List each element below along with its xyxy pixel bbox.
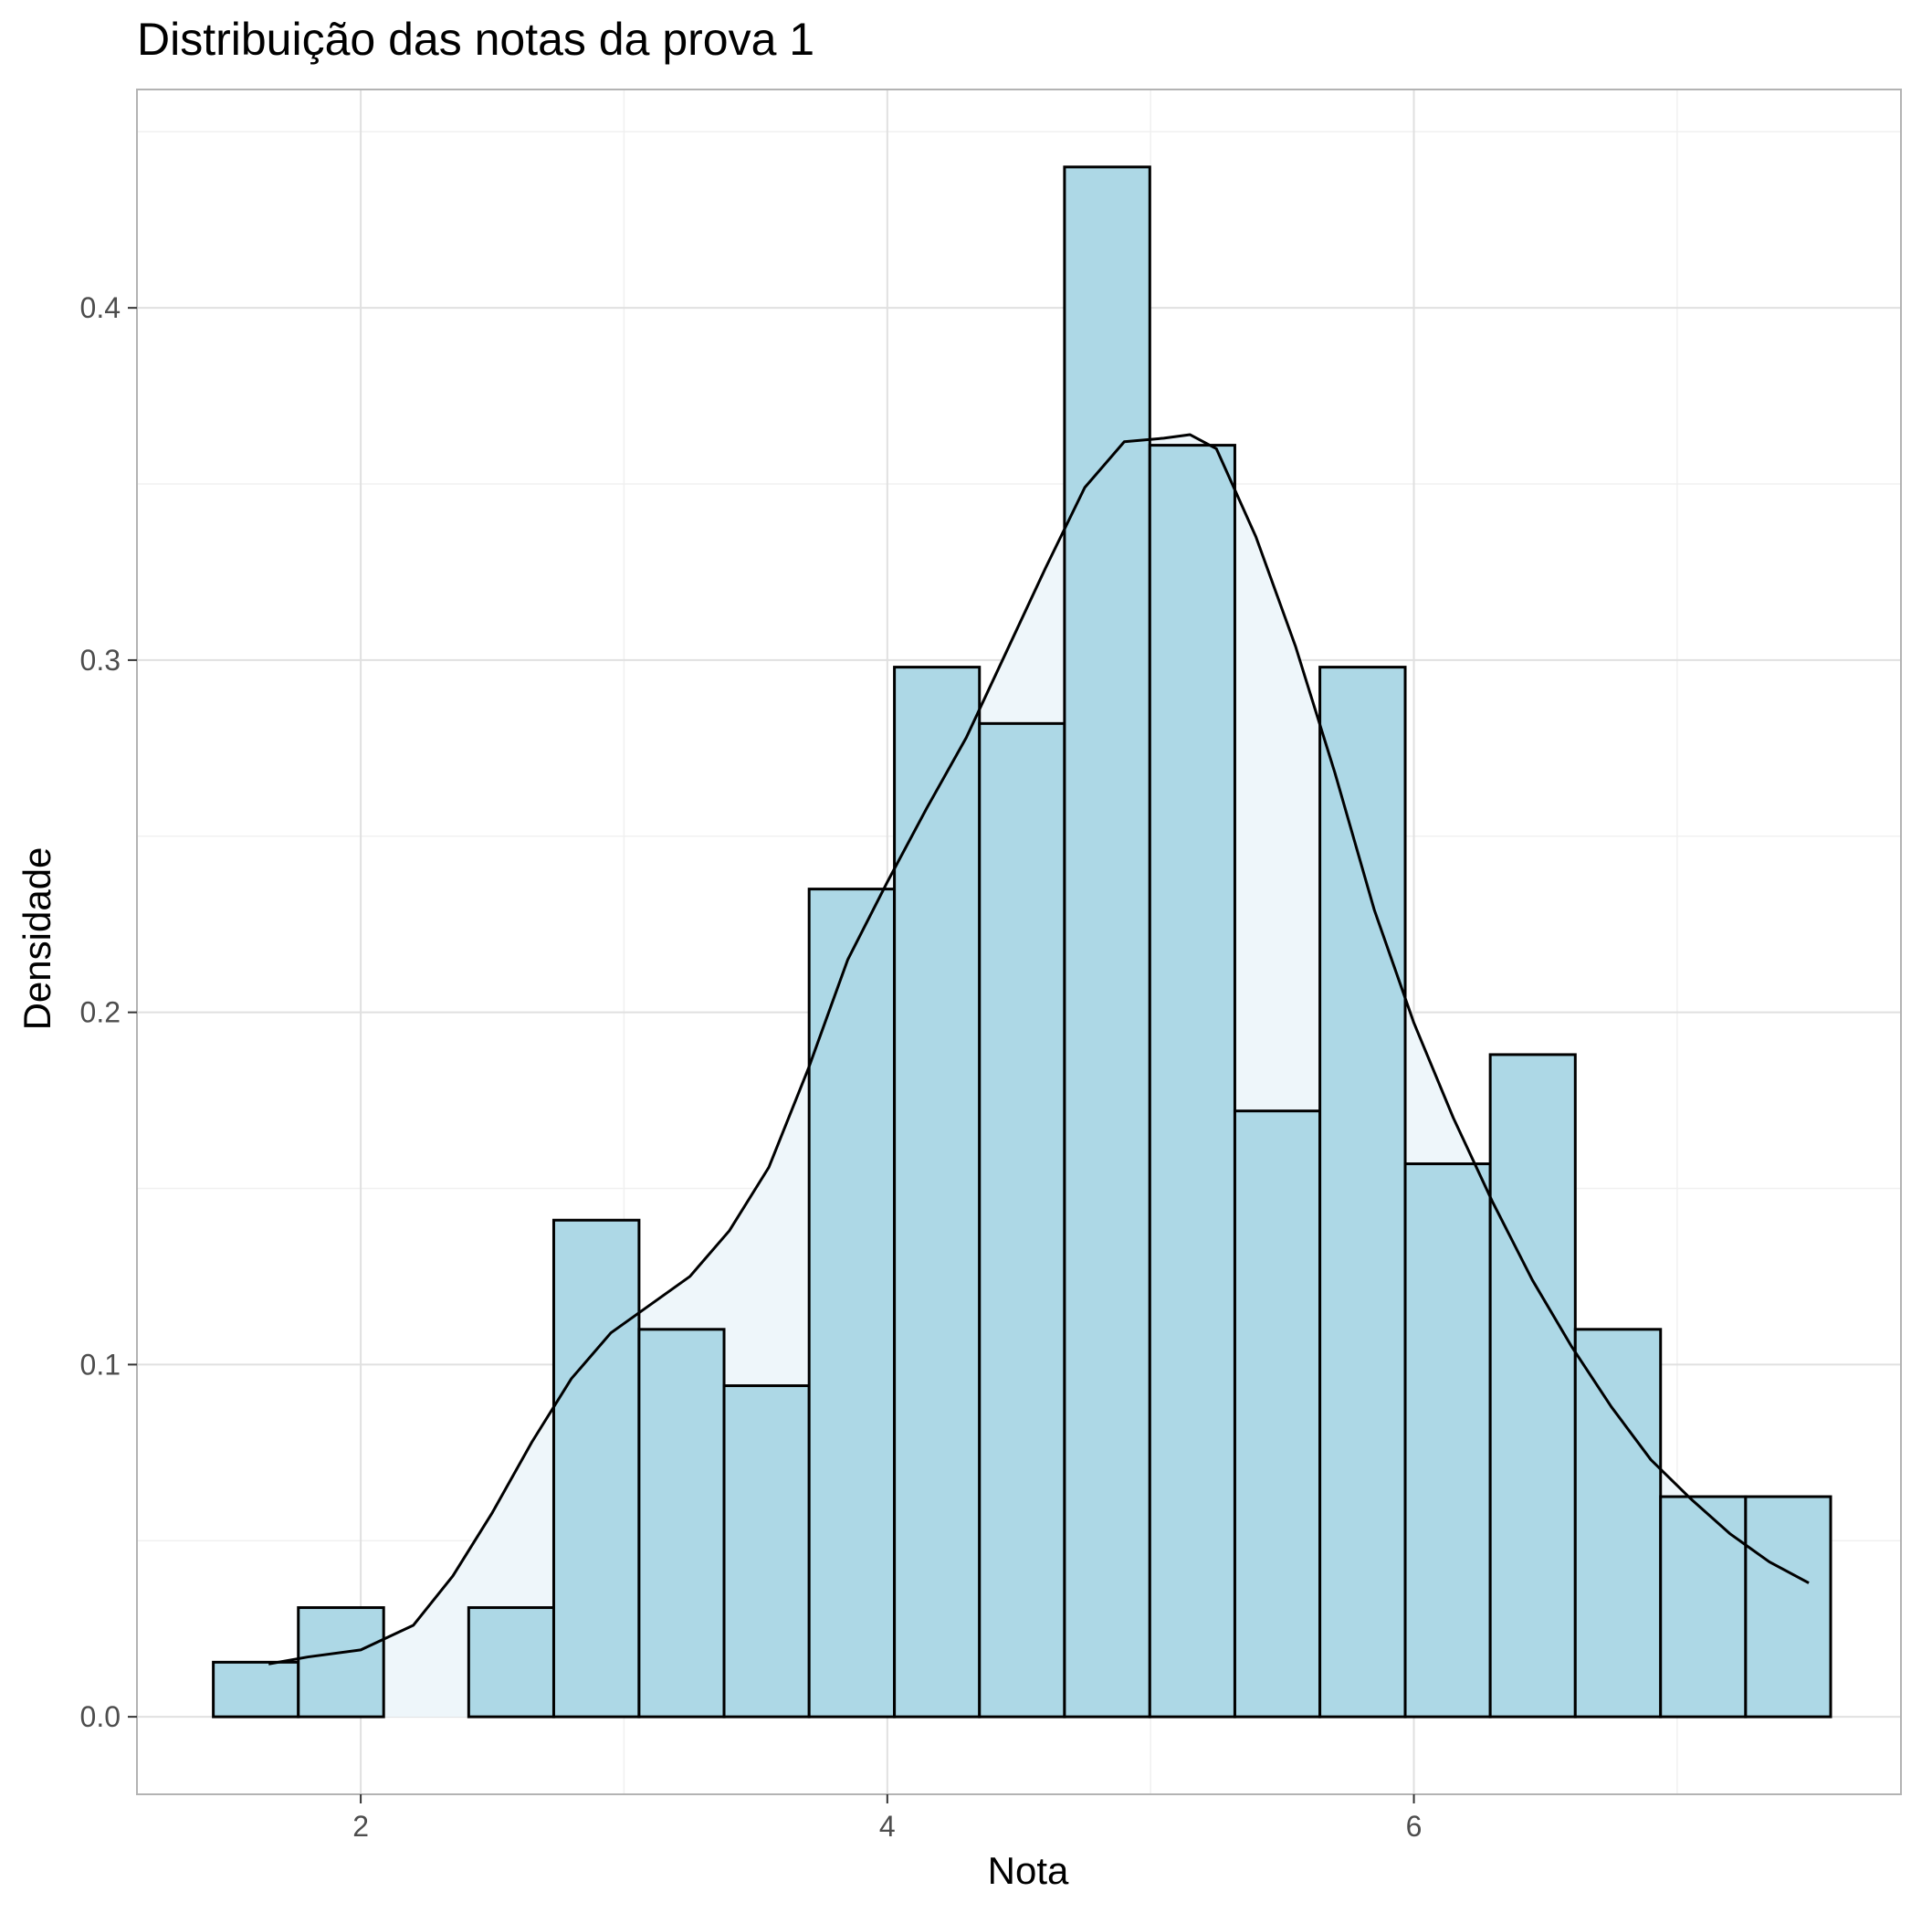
histogram-bar <box>978 721 1066 1719</box>
histogram-bar <box>551 1218 641 1719</box>
histogram-bar <box>722 1384 811 1719</box>
y-tick-label: 0.2 <box>80 996 121 1029</box>
histogram-bar <box>1063 165 1151 1719</box>
histogram-bar <box>1488 1053 1577 1719</box>
histogram-bar <box>1403 1162 1492 1719</box>
histogram-bar <box>1744 1495 1832 1719</box>
density-line-layer <box>268 433 1810 1666</box>
histogram-bar <box>1148 444 1236 1719</box>
y-tick-label: 0.0 <box>80 1700 121 1733</box>
x-tick-label: 6 <box>1406 1810 1423 1843</box>
histogram-bars <box>212 165 1832 1719</box>
y-tick-label: 0.4 <box>80 291 121 324</box>
histogram-bar <box>297 1606 385 1719</box>
x-tick-label: 2 <box>352 1810 369 1843</box>
y-axis-ticks: 0.0 0.1 0.2 0.3 0.4 <box>80 291 137 1733</box>
histogram-bar <box>637 1328 726 1719</box>
panel-border <box>136 89 1902 1795</box>
x-tick-label: 4 <box>879 1810 896 1843</box>
histogram-bar <box>893 666 982 1719</box>
x-axis-title: Nota <box>988 1849 1069 1892</box>
y-axis-title: Densidade <box>16 847 58 1031</box>
density-curve <box>268 433 1810 1666</box>
x-axis-ticks: 2 4 6 <box>352 1794 1422 1843</box>
chart-title: Distribuição das notas da prova 1 <box>137 14 814 65</box>
histogram-bar <box>807 888 897 1719</box>
histogram-bar <box>1659 1495 1748 1719</box>
histogram-bar <box>1573 1328 1663 1719</box>
histogram-bar <box>1318 666 1407 1719</box>
y-tick-label: 0.3 <box>80 644 121 677</box>
histogram-bar <box>1233 1109 1322 1719</box>
y-tick-label: 0.1 <box>80 1348 121 1381</box>
histogram-bar <box>467 1606 555 1719</box>
histogram-bar <box>212 1660 300 1719</box>
